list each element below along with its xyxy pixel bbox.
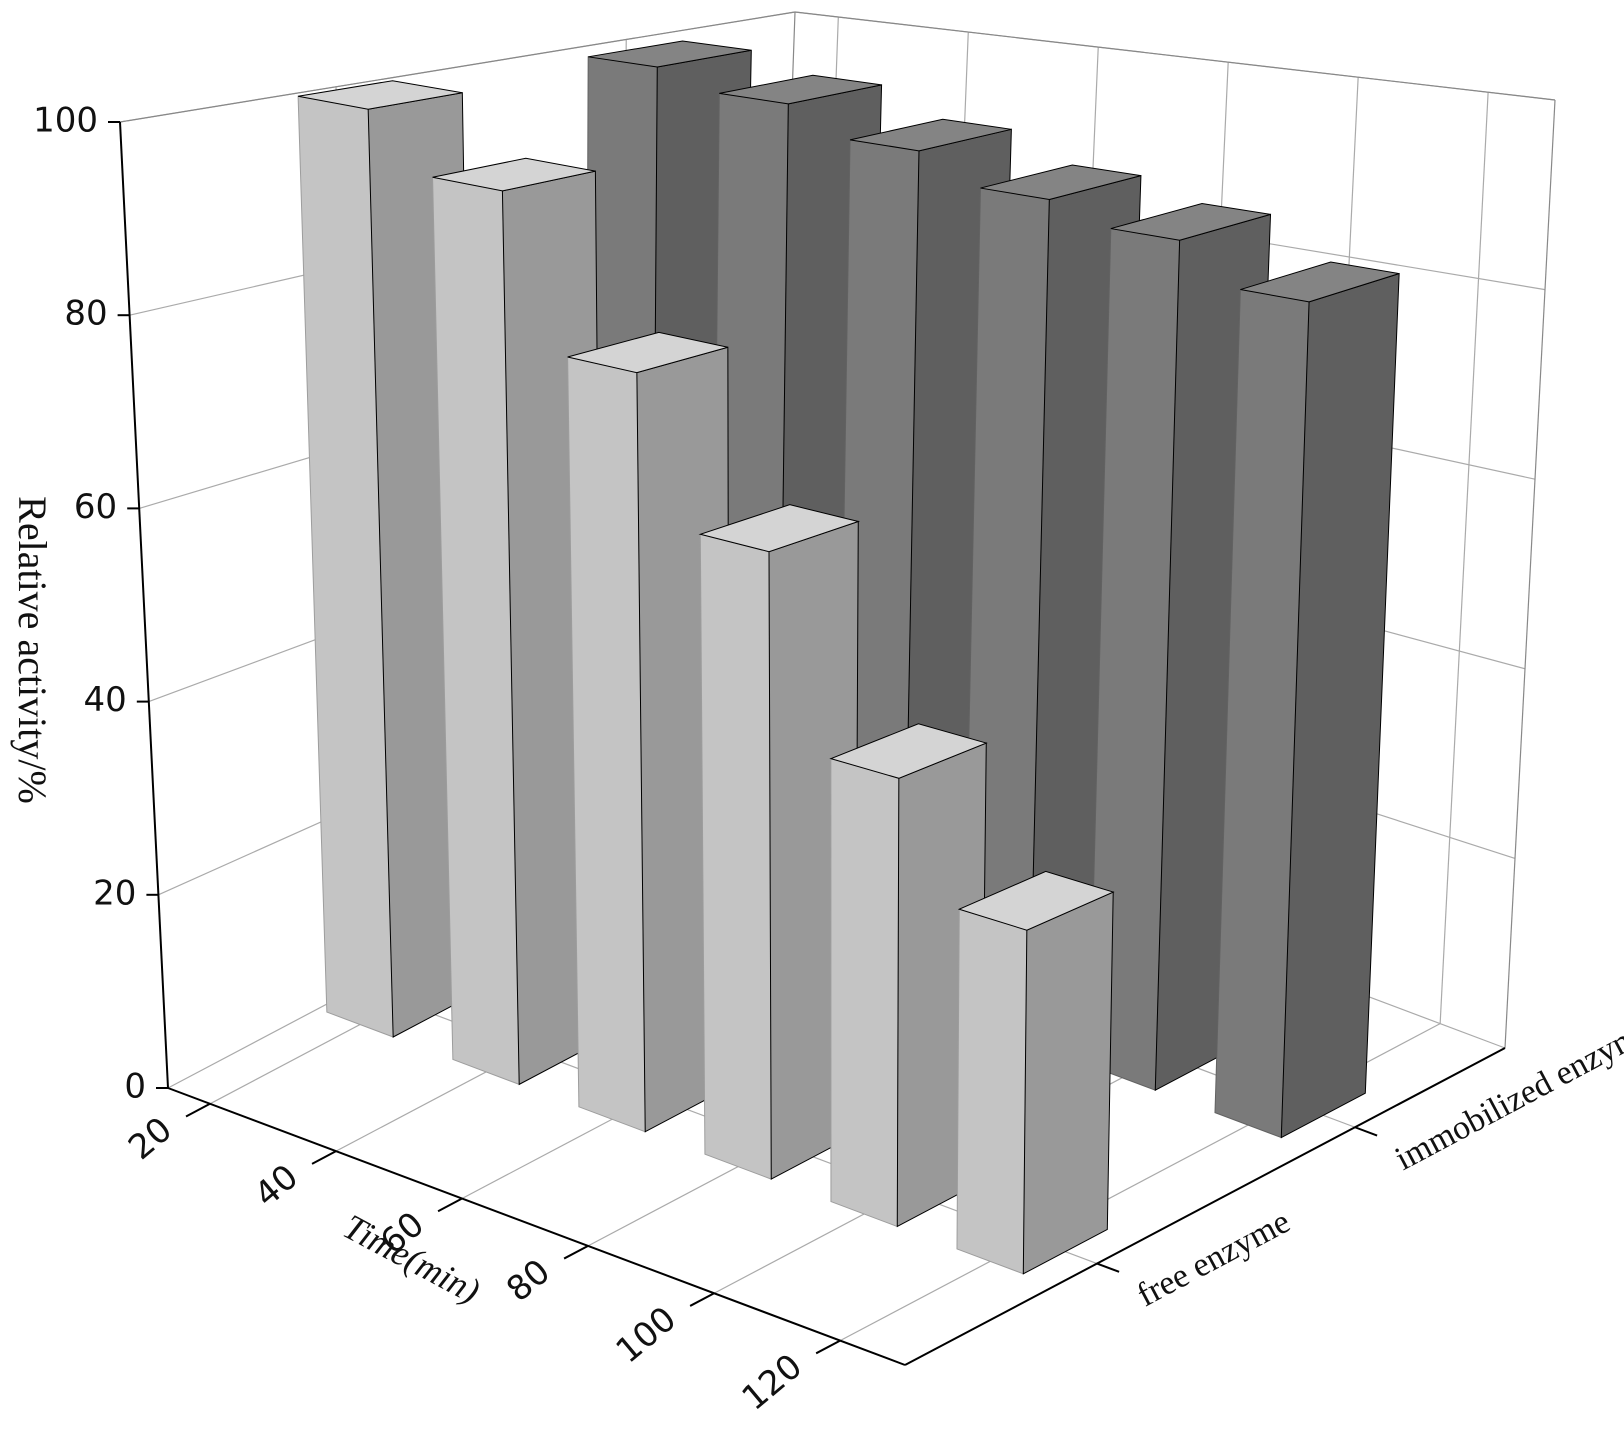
bar-front bbox=[699, 533, 772, 1180]
series-tick bbox=[1354, 1126, 1378, 1137]
bar-top bbox=[1110, 202, 1271, 241]
bar-top bbox=[567, 331, 728, 374]
bar-front bbox=[956, 908, 1028, 1275]
frame-line bbox=[119, 11, 796, 123]
x-tick bbox=[185, 1102, 211, 1118]
bar-front bbox=[830, 757, 900, 1228]
bar bbox=[956, 870, 1115, 1275]
bar-side bbox=[1022, 891, 1114, 1275]
y-tick-label: 20 bbox=[93, 873, 136, 913]
y-tick-label: 80 bbox=[64, 294, 107, 334]
frame-line bbox=[794, 11, 1556, 101]
y-tick-label: 40 bbox=[84, 680, 127, 720]
series-label: immobilized enzyme bbox=[1389, 1011, 1624, 1178]
bar-top bbox=[980, 164, 1142, 200]
frame-line bbox=[1504, 99, 1556, 1049]
bar-top bbox=[719, 74, 882, 105]
x-tick-label: 100 bbox=[609, 1299, 684, 1371]
axis-line bbox=[904, 1047, 1506, 1366]
bar-front bbox=[567, 356, 646, 1133]
bar bbox=[1214, 261, 1400, 1139]
x-tick bbox=[815, 1339, 841, 1355]
bar-top bbox=[957, 870, 1115, 931]
x-tick-label: 120 bbox=[735, 1346, 810, 1418]
y-tick-label: 60 bbox=[74, 487, 117, 527]
bar-top bbox=[829, 723, 988, 779]
bar-top bbox=[432, 157, 596, 192]
x-tick bbox=[563, 1245, 589, 1260]
series-label: free enzyme bbox=[1131, 1203, 1296, 1314]
bar-top bbox=[588, 40, 752, 68]
x-tick-label: 20 bbox=[121, 1110, 180, 1168]
bar-top bbox=[1240, 261, 1400, 303]
grid-line bbox=[1439, 92, 1489, 1024]
axis-line bbox=[119, 121, 169, 1089]
axis-line bbox=[167, 1087, 906, 1366]
x-tick bbox=[437, 1197, 463, 1213]
bar-top bbox=[298, 80, 463, 110]
y-axis-label: Relative activity/% bbox=[10, 496, 55, 804]
x-tick-label: 40 bbox=[247, 1157, 306, 1215]
y-tick-label: 0 bbox=[124, 1067, 146, 1107]
x-tick bbox=[311, 1150, 337, 1165]
series-tick bbox=[1096, 1262, 1120, 1273]
x-tick bbox=[689, 1292, 715, 1307]
y-tick-label: 100 bbox=[33, 101, 98, 141]
x-tick-label: 80 bbox=[499, 1252, 558, 1310]
bar-top bbox=[849, 118, 1012, 152]
bar-top bbox=[698, 504, 861, 553]
